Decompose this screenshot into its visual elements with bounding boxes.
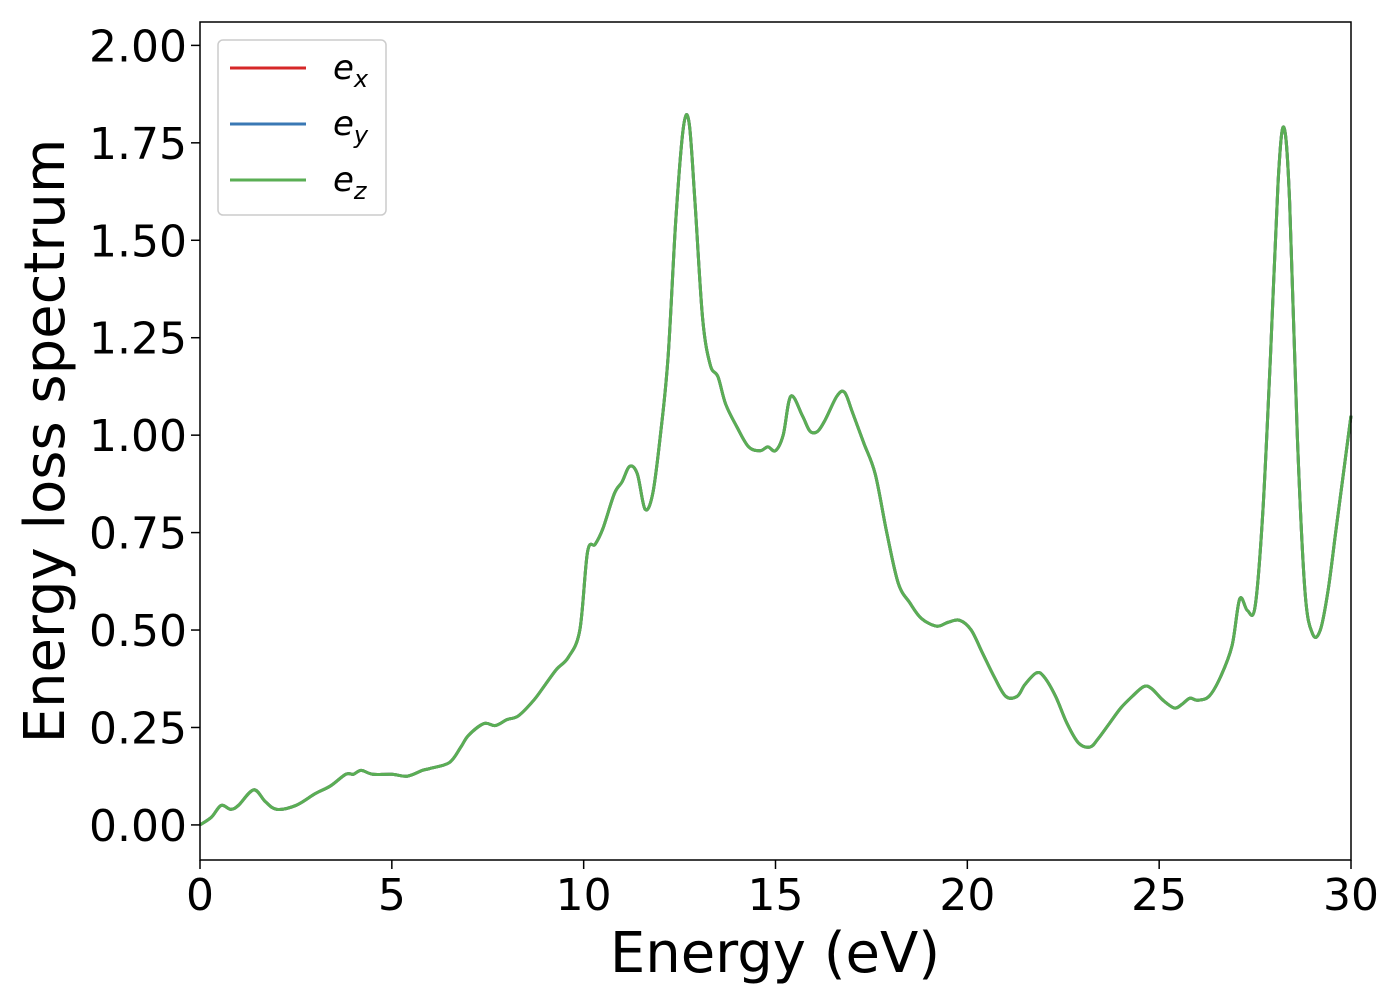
x-tick-label: 5 bbox=[378, 870, 406, 921]
x-tick-label: 10 bbox=[556, 870, 612, 921]
x-tick-label: 30 bbox=[1323, 870, 1379, 921]
y-tick-label: 0.25 bbox=[89, 703, 187, 754]
y-tick-label: 1.50 bbox=[89, 216, 187, 267]
legend-box bbox=[217, 39, 387, 216]
series-line-ex bbox=[199, 113, 1353, 827]
series-layer bbox=[199, 113, 1353, 827]
x-tick-label: 15 bbox=[748, 870, 804, 921]
y-tick-label: 0.00 bbox=[89, 801, 187, 852]
series-line-ey bbox=[199, 113, 1353, 827]
x-tick-label: 25 bbox=[1131, 870, 1187, 921]
y-tick-label: 0.75 bbox=[89, 509, 187, 560]
legend-label-ey: ey bbox=[333, 104, 369, 149]
legend: ex ey ez bbox=[217, 39, 387, 216]
y-tick-label: 1.00 bbox=[89, 411, 187, 462]
legend-label-ez: ez bbox=[333, 160, 368, 205]
y-axis: 0.00 0.25 0.50 0.75 1.00 1.25 1.50 1.75 2.00 bbox=[89, 21, 200, 852]
x-axis: 0 5 10 15 20 25 30 bbox=[186, 860, 1379, 921]
legend-label-ex: ex bbox=[333, 48, 369, 93]
series-line-ez bbox=[199, 113, 1353, 827]
x-tick-label: 0 bbox=[186, 870, 214, 921]
legend-items: ex ey ez bbox=[230, 48, 369, 205]
x-tick-label: 20 bbox=[939, 870, 995, 921]
y-tick-label: 1.25 bbox=[89, 314, 187, 365]
y-tick-label: 1.75 bbox=[89, 119, 187, 170]
x-axis-title: Energy (eV) bbox=[610, 921, 940, 986]
y-tick-label: 2.00 bbox=[89, 21, 187, 72]
y-tick-label: 0.50 bbox=[89, 606, 187, 657]
y-axis-title: Energy loss spectrum bbox=[13, 139, 78, 744]
